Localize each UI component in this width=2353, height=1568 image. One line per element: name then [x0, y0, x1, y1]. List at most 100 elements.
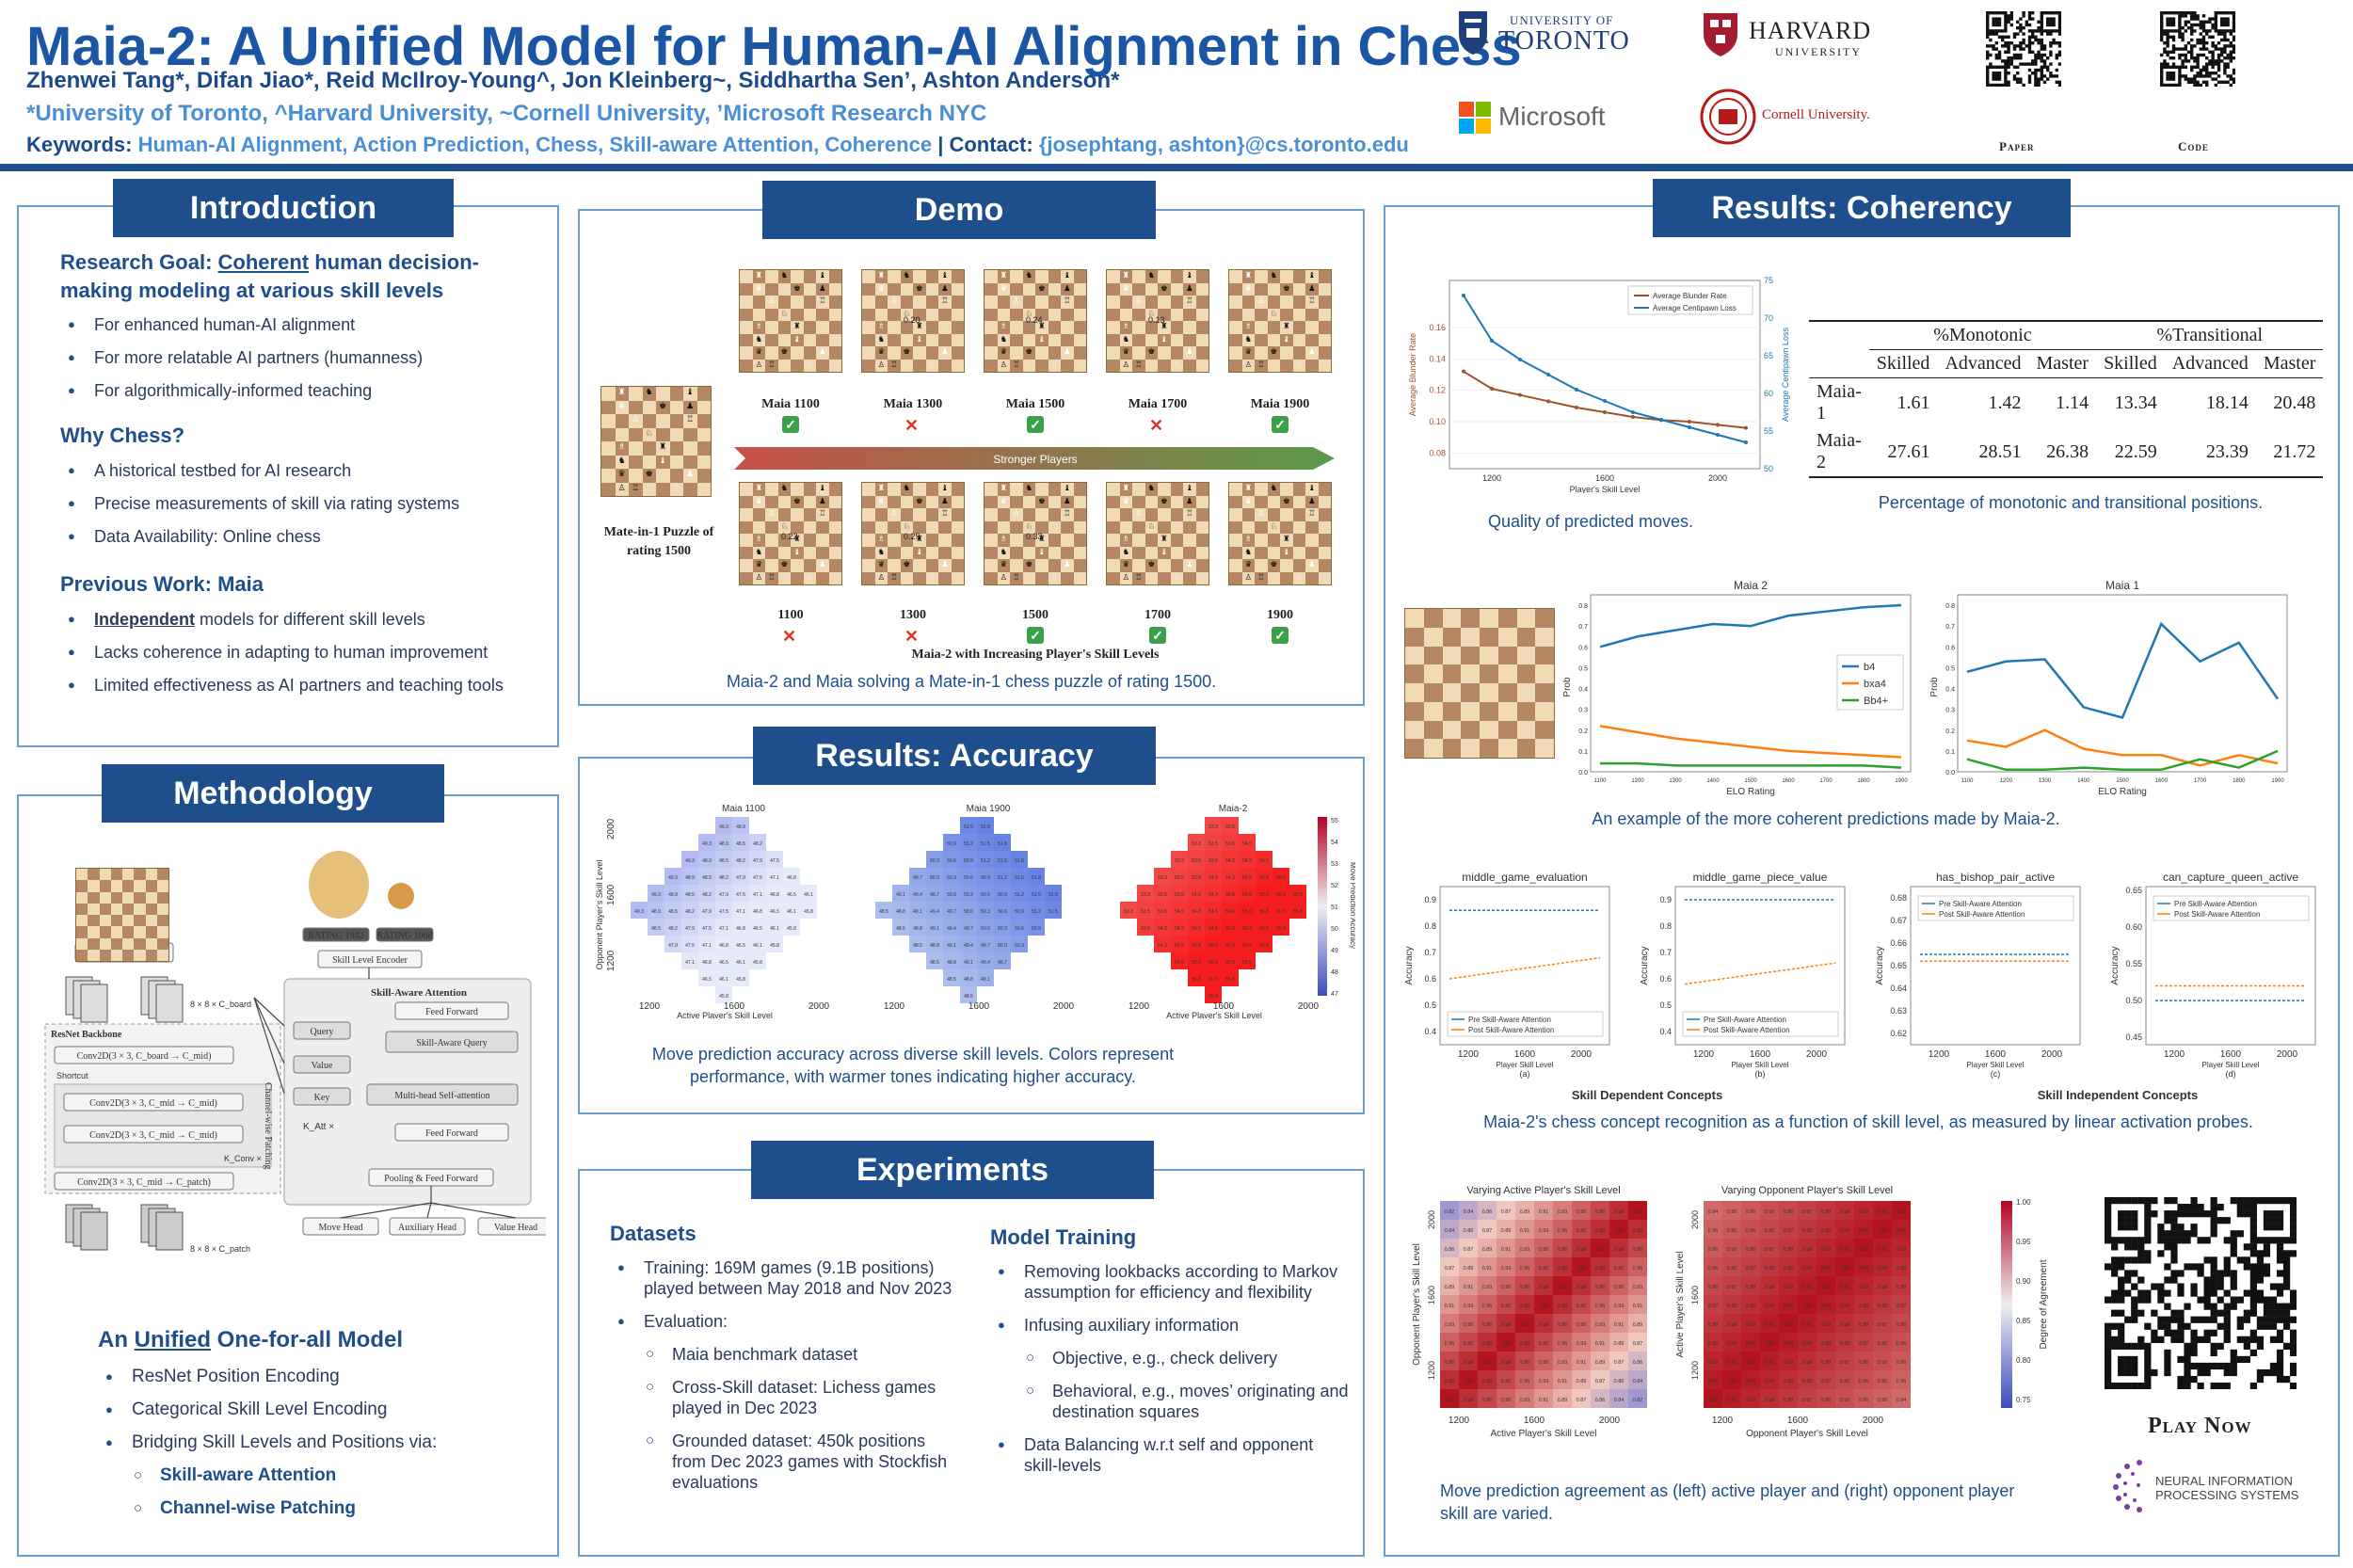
qr-module — [2217, 1276, 2224, 1284]
board-square — [740, 282, 753, 296]
paper-qr-code[interactable] — [1986, 11, 2062, 88]
y-tick: 0.1 — [1578, 749, 1588, 756]
qr-module — [2178, 56, 2182, 60]
board-square — [1073, 546, 1086, 559]
board-square — [1048, 308, 1061, 321]
heat-cell — [1028, 902, 1045, 919]
qr-module — [2151, 1336, 2158, 1343]
heat-value: 0.96 — [1746, 1228, 1756, 1234]
qr-module — [2031, 11, 2035, 15]
board-square — [951, 571, 964, 584]
heat-value: 0.91 — [1577, 1360, 1587, 1366]
qr-module — [2111, 1243, 2119, 1251]
code-qr-code[interactable] — [2160, 11, 2236, 88]
qr-module — [2118, 1368, 2125, 1377]
heat-value: 1.00 — [1482, 1360, 1493, 1366]
board-square — [874, 520, 888, 534]
qr-module — [2144, 1224, 2152, 1231]
qr-module — [2164, 1230, 2171, 1238]
qr-module — [2289, 1289, 2297, 1297]
qr-module — [2190, 1283, 2198, 1290]
board-square — [601, 414, 616, 428]
heat-cell — [994, 851, 1011, 868]
board-square — [1061, 359, 1074, 372]
qr-module — [1994, 56, 1998, 60]
qr-module — [2027, 80, 2032, 84]
qr-module — [2289, 1382, 2297, 1390]
heat-cell — [1534, 1220, 1553, 1239]
board-square: ♞ — [1119, 333, 1132, 346]
board-square — [1107, 359, 1120, 372]
qr-module — [2004, 11, 2008, 15]
board-square: ♖ — [1132, 571, 1145, 584]
qr-module — [2229, 29, 2233, 33]
play-now-label[interactable]: Play Now — [2148, 1414, 2252, 1438]
board-square — [1405, 683, 1424, 702]
tick-label: 2000 — [1053, 1001, 1075, 1012]
qr-module — [2019, 17, 2023, 21]
heat-cell — [1028, 885, 1045, 902]
qr-module — [2203, 1283, 2211, 1290]
play-now-qr-code[interactable] — [2105, 1197, 2297, 1390]
heat-cell — [1760, 1352, 1779, 1370]
heat-cell — [1873, 1295, 1892, 1314]
heat-cell — [960, 986, 977, 1003]
heat-value: 0.99 — [1708, 1360, 1719, 1366]
y-tick: 0.8 — [1424, 921, 1436, 931]
board-square — [828, 321, 841, 334]
board-square — [1480, 609, 1498, 628]
heat-cell — [1873, 1201, 1892, 1220]
qr-module — [2197, 1382, 2204, 1390]
qr-module — [2040, 17, 2043, 21]
qr-module — [2105, 1355, 2112, 1364]
heat-value: 48.9 — [668, 892, 678, 898]
qr-module — [2166, 44, 2169, 48]
qr-module — [2203, 1303, 2211, 1310]
qr-module — [1994, 11, 1998, 15]
qr-module — [2256, 1296, 2265, 1304]
heat-cell — [1497, 1295, 1515, 1314]
heat-value: 0.99 — [1765, 1304, 1775, 1309]
board-square — [862, 495, 875, 508]
qr-module — [2166, 41, 2169, 45]
board-square: ♘ — [669, 482, 683, 496]
qr-module — [2190, 1224, 2198, 1231]
qr-module — [2184, 1210, 2191, 1218]
board-square — [765, 308, 778, 321]
heat-value: 55.5 — [1293, 892, 1303, 898]
qr-module — [1989, 83, 1993, 88]
board-square — [1061, 571, 1074, 584]
board-square: ♘ — [1144, 308, 1158, 321]
heat-value: 55.3 — [1242, 926, 1252, 932]
qr-module — [2232, 72, 2236, 75]
heat-value: 0.96 — [1595, 1209, 1606, 1215]
contact-label: | Contact: — [937, 133, 1033, 156]
qr-module — [2229, 56, 2233, 60]
qr-module — [2157, 1336, 2165, 1343]
qr-module — [2166, 74, 2169, 78]
board-square: ♛ — [874, 282, 888, 296]
qr-module — [2203, 1289, 2211, 1297]
mhsa-box-label: Multi-head Self-attention — [394, 1091, 489, 1101]
chart-title: middle_game_piece_value — [1693, 871, 1828, 884]
qr-module — [2105, 1349, 2112, 1357]
board-square — [1061, 520, 1074, 534]
board-square — [1255, 333, 1268, 346]
heat-value: 0.96 — [1746, 1247, 1756, 1253]
board-square — [1305, 308, 1319, 321]
heat-value: 46.8 — [736, 926, 745, 932]
qr-module — [2025, 62, 2028, 66]
board-square — [791, 359, 804, 372]
heat-cell — [1205, 885, 1222, 902]
qr-module — [2214, 26, 2217, 30]
x-tick: 1600 — [1595, 473, 1614, 483]
board-square: ♞ — [777, 270, 791, 283]
board-square — [1010, 483, 1023, 496]
heat-cell — [960, 952, 977, 969]
qr-module — [1986, 68, 1990, 72]
colorbar-tick: 51 — [1331, 904, 1338, 911]
heat-value: 0.95 — [1445, 1341, 1455, 1347]
qr-module — [2201, 80, 2206, 84]
heat-value: 46.8 — [787, 875, 796, 881]
board-square — [1132, 333, 1145, 346]
